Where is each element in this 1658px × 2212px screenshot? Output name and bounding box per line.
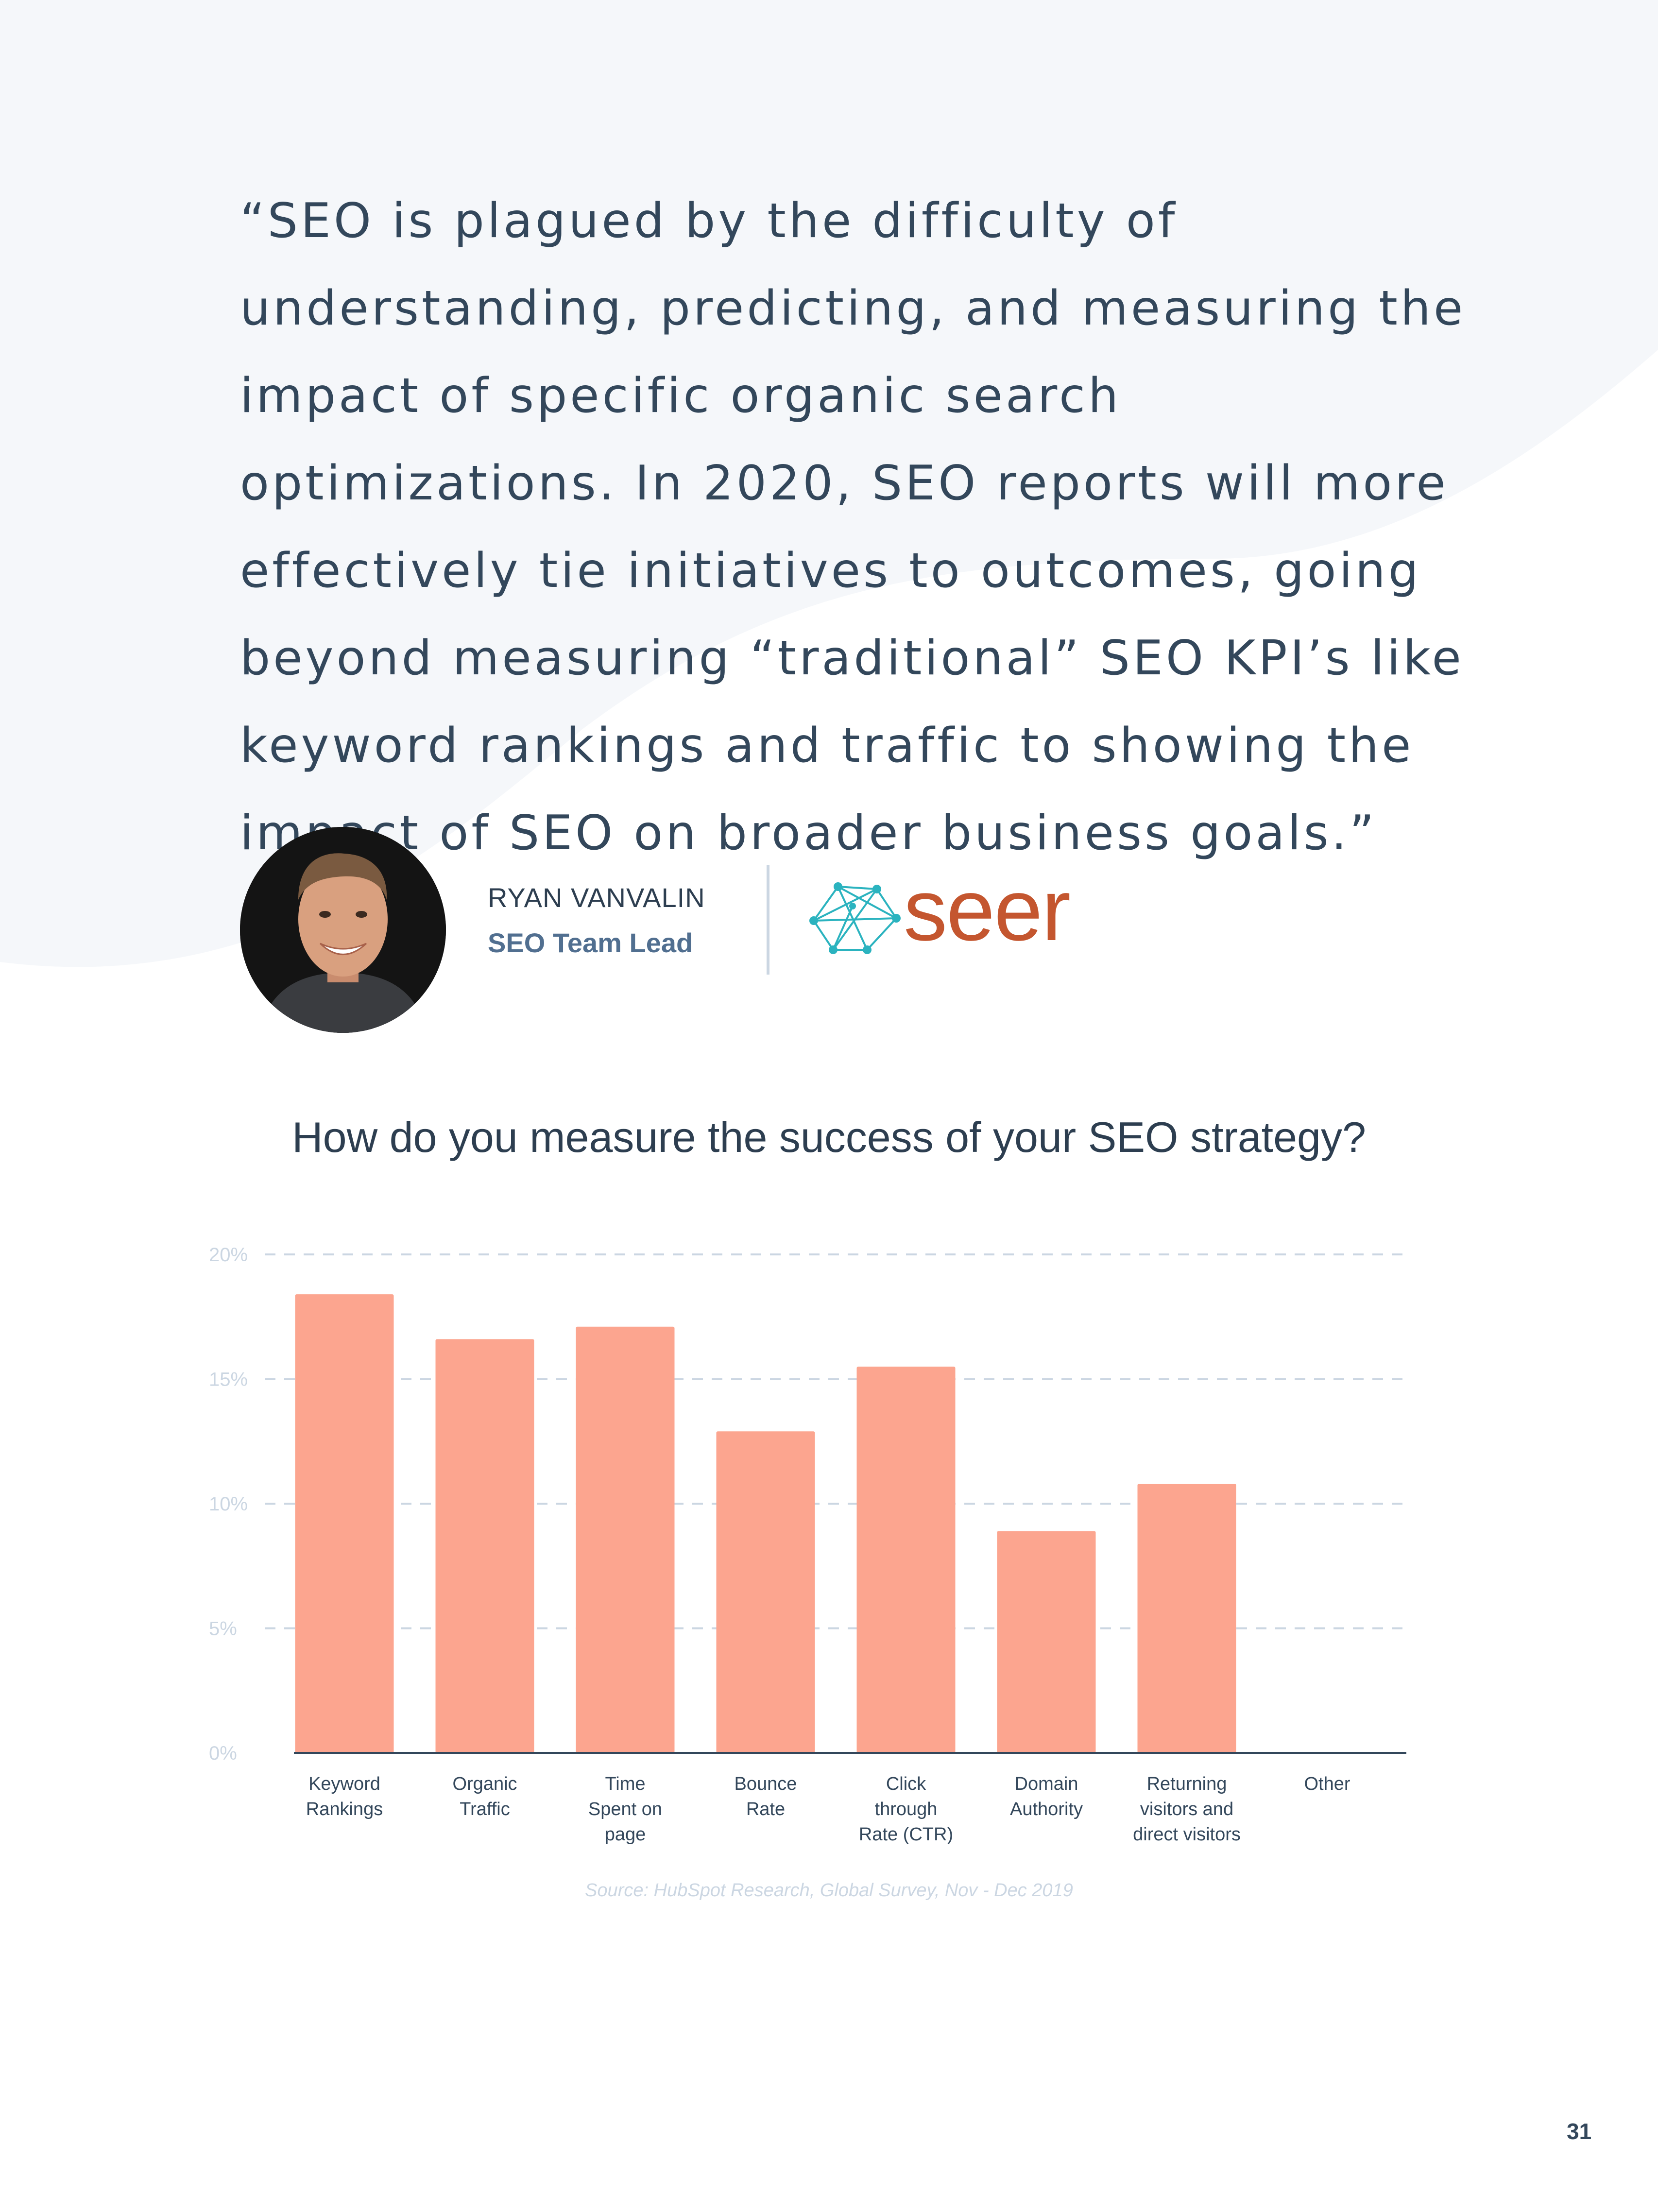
bar	[295, 1294, 394, 1753]
x-tick-label: Bounce Rate	[734, 1774, 797, 1819]
y-tick-label: 15%	[209, 1369, 248, 1390]
bar	[435, 1339, 534, 1753]
x-tick-label: Domain Authority	[1010, 1774, 1083, 1819]
bar	[576, 1326, 675, 1753]
author-divider	[767, 865, 769, 975]
y-tick-label: 5%	[209, 1618, 237, 1640]
author-avatar	[240, 827, 446, 1033]
bar-chart: 0% 5% 10% 15% 20%	[209, 1244, 1406, 1764]
seer-network-logo-icon	[809, 882, 901, 954]
author-title: SEO Team Lead	[488, 927, 693, 958]
bar	[1137, 1483, 1236, 1753]
pull-quote: “SEO is plagued by the difficulty of und…	[240, 193, 1466, 861]
y-tick-label: 10%	[209, 1493, 248, 1515]
bar	[716, 1431, 815, 1753]
x-tick-label: Returning visitors and direct visitors	[1133, 1774, 1241, 1845]
chart-source: Source: HubSpot Research, Global Survey,…	[585, 1880, 1073, 1901]
person-portrait-icon	[240, 827, 446, 1033]
chart-title: How do you measure the success of your S…	[292, 1113, 1366, 1161]
x-tick-label: Time Spent on page	[588, 1774, 663, 1845]
y-tick-label: 20%	[209, 1244, 248, 1266]
y-tick-label: 0%	[209, 1743, 237, 1764]
background-shape	[0, 0, 1658, 967]
author-name: RYAN VANVALIN	[488, 882, 705, 913]
page-number: 31	[1567, 2119, 1592, 2144]
bar	[997, 1531, 1096, 1753]
x-tick-label: Click through Rate (CTR)	[858, 1774, 954, 1845]
x-tick-label: Other	[1304, 1774, 1350, 1794]
seer-logo-text: seer	[904, 861, 1071, 959]
x-tick-label: Keyword Rankings	[306, 1774, 383, 1819]
bar	[856, 1366, 956, 1753]
x-tick-label: Organic Traffic	[452, 1774, 517, 1819]
